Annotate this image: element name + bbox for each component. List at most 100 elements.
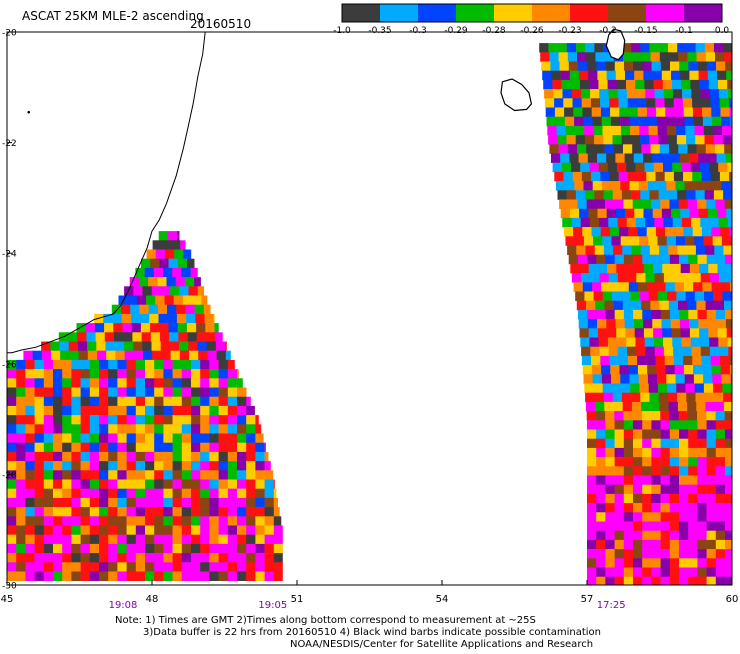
data-cell	[668, 43, 678, 53]
data-cell	[688, 420, 698, 430]
data-cell	[605, 475, 615, 485]
data-cell	[126, 534, 137, 545]
data-cell	[225, 350, 231, 361]
data-cell	[725, 484, 733, 495]
data-cell	[209, 571, 219, 581]
data-cell	[255, 424, 262, 434]
data-cell	[653, 162, 664, 173]
data-cell	[595, 411, 606, 421]
data-cell	[614, 558, 625, 568]
data-cell	[597, 208, 607, 219]
data-cell	[187, 258, 195, 269]
data-cell	[570, 263, 580, 274]
data-cell	[68, 332, 78, 342]
data-cell	[642, 254, 652, 265]
data-cell	[642, 429, 652, 439]
data-cell	[104, 332, 115, 342]
data-cell	[648, 125, 658, 136]
data-cell	[605, 457, 615, 467]
data-cell	[596, 493, 606, 504]
data-cell	[587, 420, 597, 430]
data-cell	[43, 479, 54, 489]
data-cell	[673, 346, 683, 357]
data-cell	[694, 383, 705, 393]
data-cell	[665, 282, 676, 292]
data-cell	[273, 571, 283, 581]
data-cell	[177, 323, 188, 333]
data-cell	[710, 98, 720, 108]
data-cell	[642, 466, 652, 476]
data-cell	[191, 516, 201, 526]
data-cell	[623, 438, 634, 449]
data-cell	[651, 521, 661, 531]
data-cell	[273, 553, 283, 563]
data-cell	[580, 89, 591, 99]
data-cell	[145, 378, 155, 388]
plot-frame	[6, 31, 733, 586]
data-cell	[108, 387, 118, 397]
data-cell	[605, 567, 615, 577]
data-cell	[237, 396, 247, 407]
data-cell	[7, 359, 17, 370]
data-cell	[227, 359, 235, 370]
data-cell	[117, 525, 127, 535]
data-cell	[117, 507, 127, 517]
data-cell	[547, 125, 557, 136]
data-cell	[53, 369, 63, 379]
data-cell	[699, 337, 710, 347]
data-cell	[218, 461, 229, 471]
data-cell	[698, 153, 708, 163]
data-cell	[154, 396, 164, 407]
data-cell	[99, 442, 109, 453]
data-cell	[623, 52, 633, 62]
data-cell	[642, 420, 652, 430]
data-cell	[62, 488, 72, 499]
data-cell	[687, 300, 697, 311]
data-cell	[53, 507, 63, 517]
data-cell	[172, 442, 183, 453]
data-cell	[669, 457, 680, 467]
data-cell	[126, 378, 137, 388]
data-cell	[108, 470, 118, 480]
data-cell	[650, 144, 661, 154]
data-cell	[623, 576, 634, 586]
data-cell	[607, 263, 617, 274]
data-cell	[158, 231, 169, 241]
data-cell	[704, 392, 715, 403]
data-cell	[207, 350, 217, 361]
data-cell	[677, 245, 687, 255]
data-cell	[715, 429, 726, 439]
data-cell	[651, 199, 661, 209]
data-cell	[586, 52, 596, 62]
data-cell	[7, 553, 17, 563]
data-cell	[581, 355, 592, 366]
data-cell	[255, 525, 265, 535]
data-cell	[672, 162, 682, 173]
data-cell	[191, 396, 201, 407]
data-cell	[227, 378, 238, 388]
data-cell	[694, 236, 704, 246]
data-cell	[145, 534, 155, 545]
data-cell	[666, 116, 676, 127]
data-cell	[596, 457, 606, 467]
data-cell	[695, 245, 706, 255]
data-cell	[209, 396, 219, 407]
data-cell	[62, 424, 72, 434]
data-cell	[71, 451, 81, 462]
data-cell	[610, 282, 620, 292]
data-cell	[154, 507, 164, 517]
data-cell	[670, 153, 681, 163]
data-cell	[255, 461, 265, 471]
data-cell	[698, 208, 709, 219]
data-cell	[692, 98, 702, 108]
data-cell	[640, 245, 651, 255]
data-cell	[679, 475, 689, 485]
data-cell	[43, 488, 54, 499]
colorbar-label: -0.1	[675, 26, 693, 36]
data-cell	[651, 558, 661, 568]
data-cell	[255, 571, 265, 581]
data-cell	[672, 79, 682, 90]
data-cell	[630, 135, 641, 145]
data-cell	[53, 451, 63, 462]
